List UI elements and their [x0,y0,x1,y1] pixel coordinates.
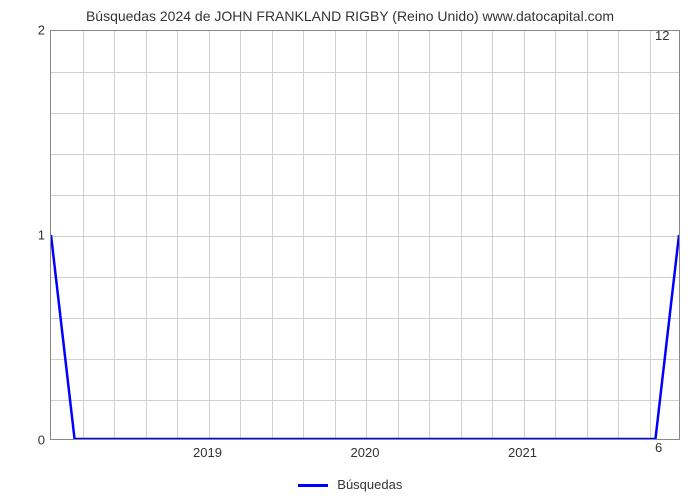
chart-title: Búsquedas 2024 de JOHN FRANKLAND RIGBY (… [0,8,700,24]
chart-container: Búsquedas 2024 de JOHN FRANKLAND RIGBY (… [0,0,700,500]
secondary-y-top: 12 [655,28,669,43]
legend-label: Búsquedas [337,477,402,492]
secondary-y-bottom: 6 [655,440,662,455]
legend-swatch [298,484,328,487]
series-line [51,31,679,439]
plot-area [50,30,680,440]
legend: Búsquedas [0,477,700,492]
